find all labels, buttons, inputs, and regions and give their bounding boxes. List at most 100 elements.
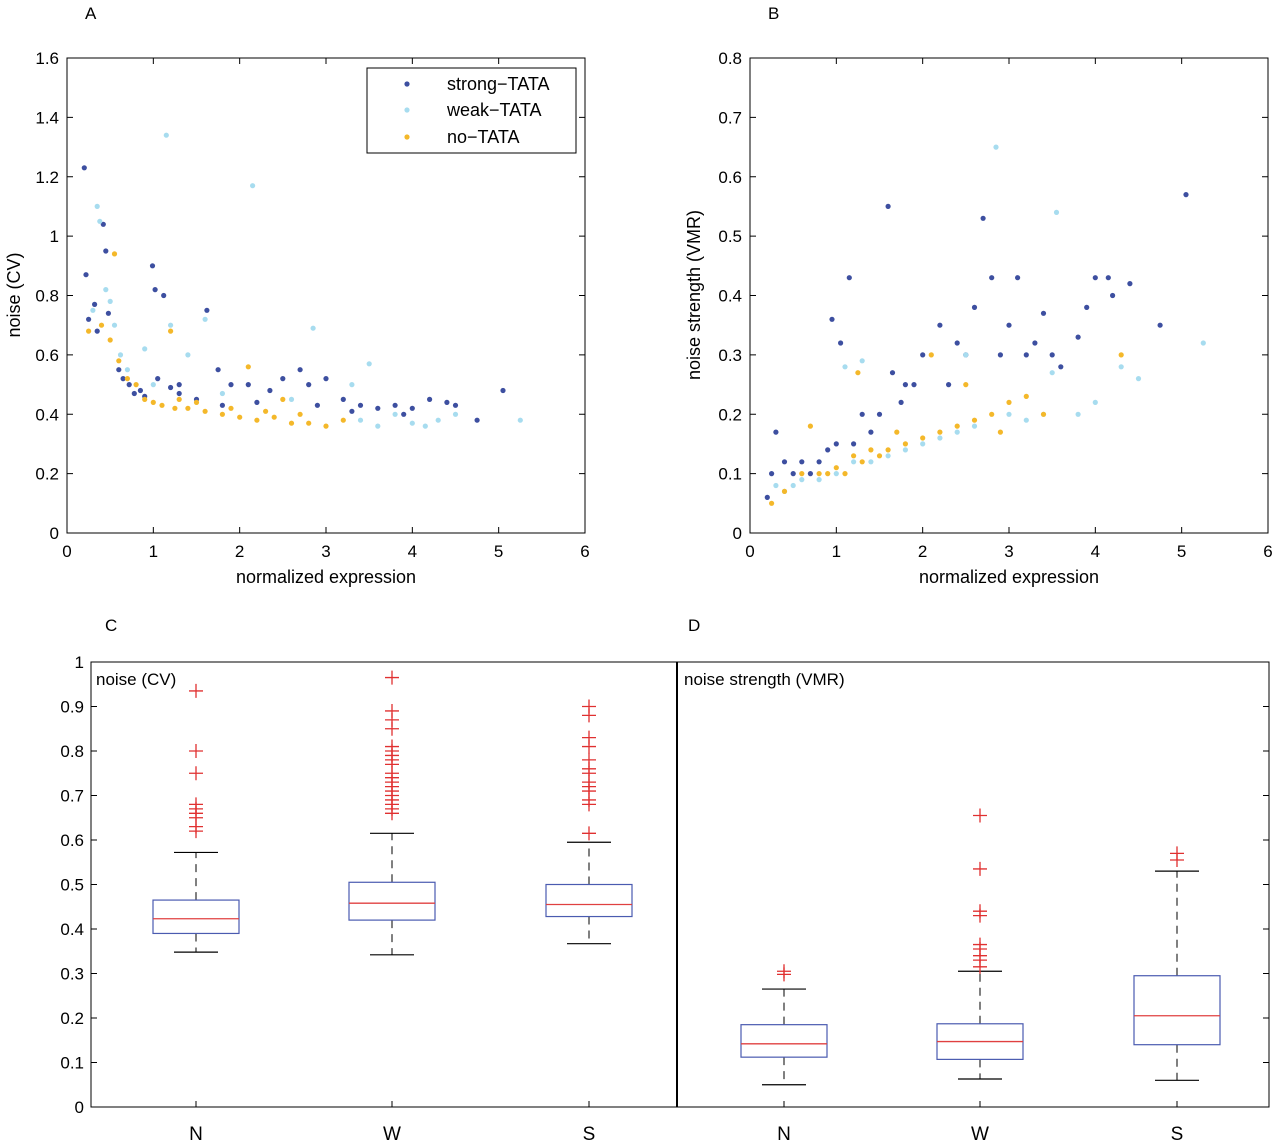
- scatter-point-weak-b: [816, 477, 822, 483]
- y-axis-label-b: noise strength (VMR): [684, 210, 704, 380]
- scatter-point-strong-a: [297, 367, 303, 373]
- scatter-point-strong-a: [161, 292, 167, 299]
- scatter-point-none-a: [297, 411, 303, 417]
- scatter-point-none-a: [340, 417, 346, 423]
- scatter-point-none-b: [963, 382, 969, 388]
- scatter-point-strong-b: [816, 459, 822, 465]
- scatter-point-strong-b: [773, 429, 779, 435]
- scatter-point-weak-b: [1135, 376, 1142, 382]
- legend-marker-strong: [404, 81, 410, 87]
- scatter-point-strong-a: [176, 390, 182, 397]
- scatter-point-weak-a: [357, 417, 364, 423]
- scatter-point-strong-b: [980, 215, 986, 221]
- outlier-marker: [189, 683, 203, 698]
- outlier-marker: [1170, 846, 1184, 861]
- scatter-point-weak-b: [993, 144, 999, 150]
- scatter-point-none-a: [111, 251, 118, 257]
- scatter-point-strong-b: [838, 340, 844, 346]
- scatter-point-weak-b: [833, 471, 839, 477]
- scatter-point-none-a: [271, 414, 277, 420]
- scatter-point-strong-a: [314, 402, 320, 408]
- outlier-marker: [189, 744, 203, 758]
- y-tick-label-a: 1: [50, 227, 59, 246]
- scatter-point-weak-b: [790, 482, 796, 489]
- legend-box: [366, 67, 577, 154]
- y-tick-label-a: 0.6: [35, 346, 59, 365]
- scatter-point-strong-b: [954, 340, 960, 346]
- y-tick-label-b: 0.2: [718, 405, 742, 424]
- y-tick-label-a: 0.2: [35, 465, 59, 484]
- x-tick-label-a: 4: [408, 542, 417, 561]
- category-label-n: N: [189, 1124, 203, 1143]
- legend-label-none: no−TATA: [447, 127, 520, 147]
- x-tick-label-b: 1: [832, 542, 841, 561]
- scatter-point-none-a: [219, 411, 225, 417]
- scatter-point-strong-a: [392, 402, 398, 408]
- scatter-point-strong-b: [971, 304, 978, 310]
- scatter-point-none-b: [868, 447, 874, 453]
- y-tick-label-c: 0.1: [60, 1054, 84, 1073]
- scatter-panel-a: 0 1 2 3 4 5 6 0 0.2 0.4 0.6 0.8 1 1.2 1.4 1.6 normalize…: [4, 49, 590, 587]
- scatter-point-none-a: [159, 402, 165, 408]
- scatter-point-none-b: [1040, 411, 1047, 417]
- scatter-point-weak-b: [799, 477, 805, 483]
- scatter-point-weak-b: [851, 459, 857, 465]
- scatter-point-strong-a: [474, 417, 480, 423]
- scatter-point-none-a: [237, 414, 243, 420]
- y-tick-label-c: 0: [75, 1098, 84, 1117]
- scatter-point-none-b: [855, 370, 861, 376]
- x-tick-label-b: 4: [1091, 542, 1100, 561]
- scatter-point-strong-a: [137, 387, 143, 394]
- scatter-point-strong-b: [889, 370, 896, 376]
- y-tick-label-a: 0.8: [35, 287, 59, 306]
- scatter-point-strong-b: [1092, 275, 1098, 281]
- scatter-point-weak-a: [250, 183, 256, 189]
- y-tick-label-b: 0: [733, 524, 742, 543]
- scatter-point-strong-a: [500, 387, 506, 394]
- scatter-point-strong-a: [452, 402, 459, 408]
- scatter-point-weak-b: [1092, 399, 1098, 405]
- category-label-w: W: [971, 1124, 989, 1143]
- scatter-point-strong-a: [103, 248, 109, 254]
- scatter-point-weak-b: [859, 358, 865, 364]
- scatter-point-weak-b: [920, 441, 926, 447]
- outlier-marker: [973, 904, 987, 919]
- scatter-point-none-b: [842, 471, 848, 477]
- scatter-point-strong-a: [349, 408, 355, 414]
- scatter-point-weak-a: [111, 322, 118, 328]
- scatter-point-weak-b: [1075, 411, 1081, 417]
- scatter-point-strong-b: [1183, 192, 1189, 198]
- scatter-point-none-a: [245, 364, 251, 370]
- scatter-point-weak-a: [288, 396, 295, 402]
- category-label-w: W: [383, 1124, 401, 1143]
- scatter-point-weak-b: [885, 453, 891, 459]
- scatter-point-strong-b: [1110, 292, 1116, 299]
- scatter-point-weak-a: [435, 417, 441, 423]
- scatter-point-none-b: [971, 417, 978, 423]
- scatter-point-none-a: [176, 396, 182, 402]
- scatter-point-none-a: [142, 396, 148, 402]
- legend-marker-weak: [404, 107, 410, 113]
- scatter-point-strong-a: [176, 382, 182, 388]
- scatter-point-strong-a: [116, 367, 122, 373]
- y-axis-label-a: noise (CV): [4, 252, 24, 337]
- scatter-point-weak-a: [107, 298, 113, 304]
- scatter-point-strong-b: [1105, 275, 1111, 281]
- y-tick-label-a: 1.6: [35, 49, 59, 68]
- y-tick-label-c: 0.4: [60, 920, 84, 939]
- category-label-n: N: [777, 1124, 791, 1143]
- scatter-point-none-a: [116, 358, 122, 364]
- scatter-point-none-a: [288, 420, 295, 426]
- y-tick-label-b: 0.5: [718, 227, 742, 246]
- scatter-point-weak-b: [1053, 209, 1060, 215]
- y-tick-label-b: 0.3: [718, 346, 742, 365]
- scatter-point-strong-a: [409, 405, 415, 411]
- scatter-point-none-b: [876, 453, 883, 459]
- legend-marker-none: [404, 134, 410, 140]
- scatter-point-strong-a: [323, 376, 329, 382]
- outlier-marker: [385, 739, 399, 754]
- scatter-point-strong-a: [254, 399, 260, 405]
- scatter-point-strong-b: [1049, 352, 1055, 358]
- scatter-point-strong-b: [920, 352, 926, 358]
- scatter-point-strong-a: [126, 382, 132, 388]
